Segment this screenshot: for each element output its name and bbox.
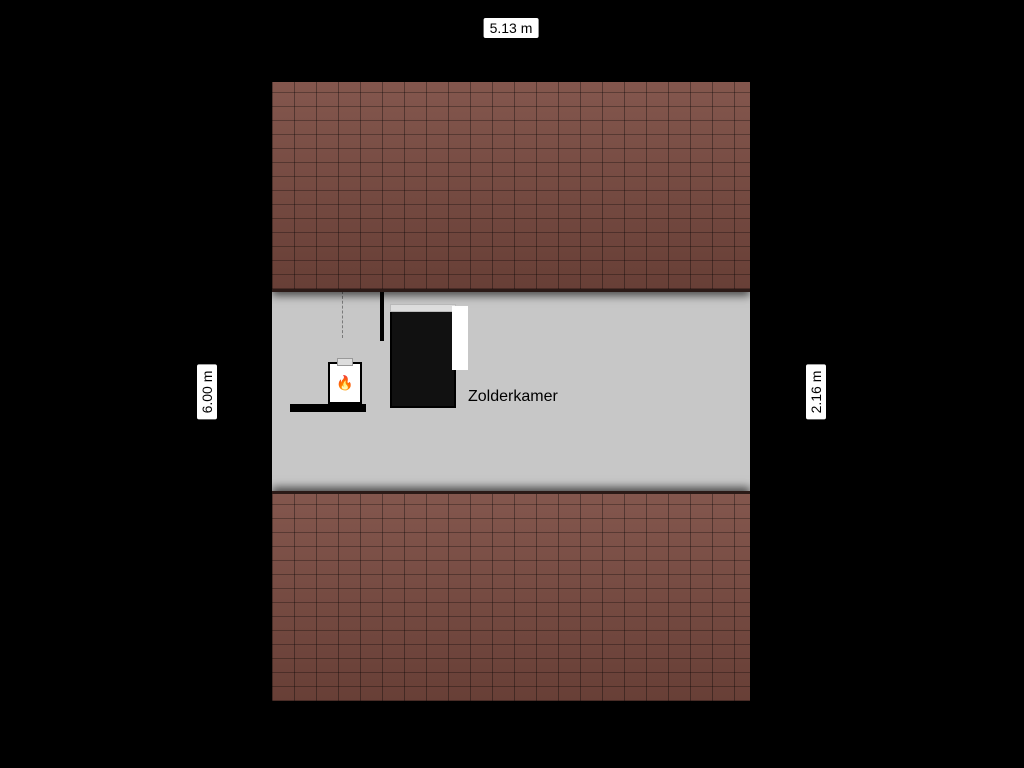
ledge <box>290 404 366 412</box>
flame-icon: 🔥 <box>336 375 353 389</box>
roof-top <box>272 82 750 292</box>
boiler-cap <box>337 358 353 366</box>
floorplan-stage: { "canvas": { "width_px": 1024, "height_… <box>0 0 1024 768</box>
boiler-unit: 🔥 <box>328 362 362 404</box>
room-label-zolderkamer: Zolderkamer <box>468 388 558 406</box>
plan: Zolderkamer 🔥 <box>272 82 750 698</box>
dimension-top: 5.13 m <box>484 18 539 38</box>
dimension-right: 2.16 m <box>806 365 826 420</box>
dashed-alcove <box>342 291 384 338</box>
roof-bottom <box>272 491 750 701</box>
stair-handrail <box>452 306 468 370</box>
dimension-left: 6.00 m <box>197 365 217 420</box>
stair-opening <box>390 308 456 408</box>
partition-wall <box>380 289 384 341</box>
